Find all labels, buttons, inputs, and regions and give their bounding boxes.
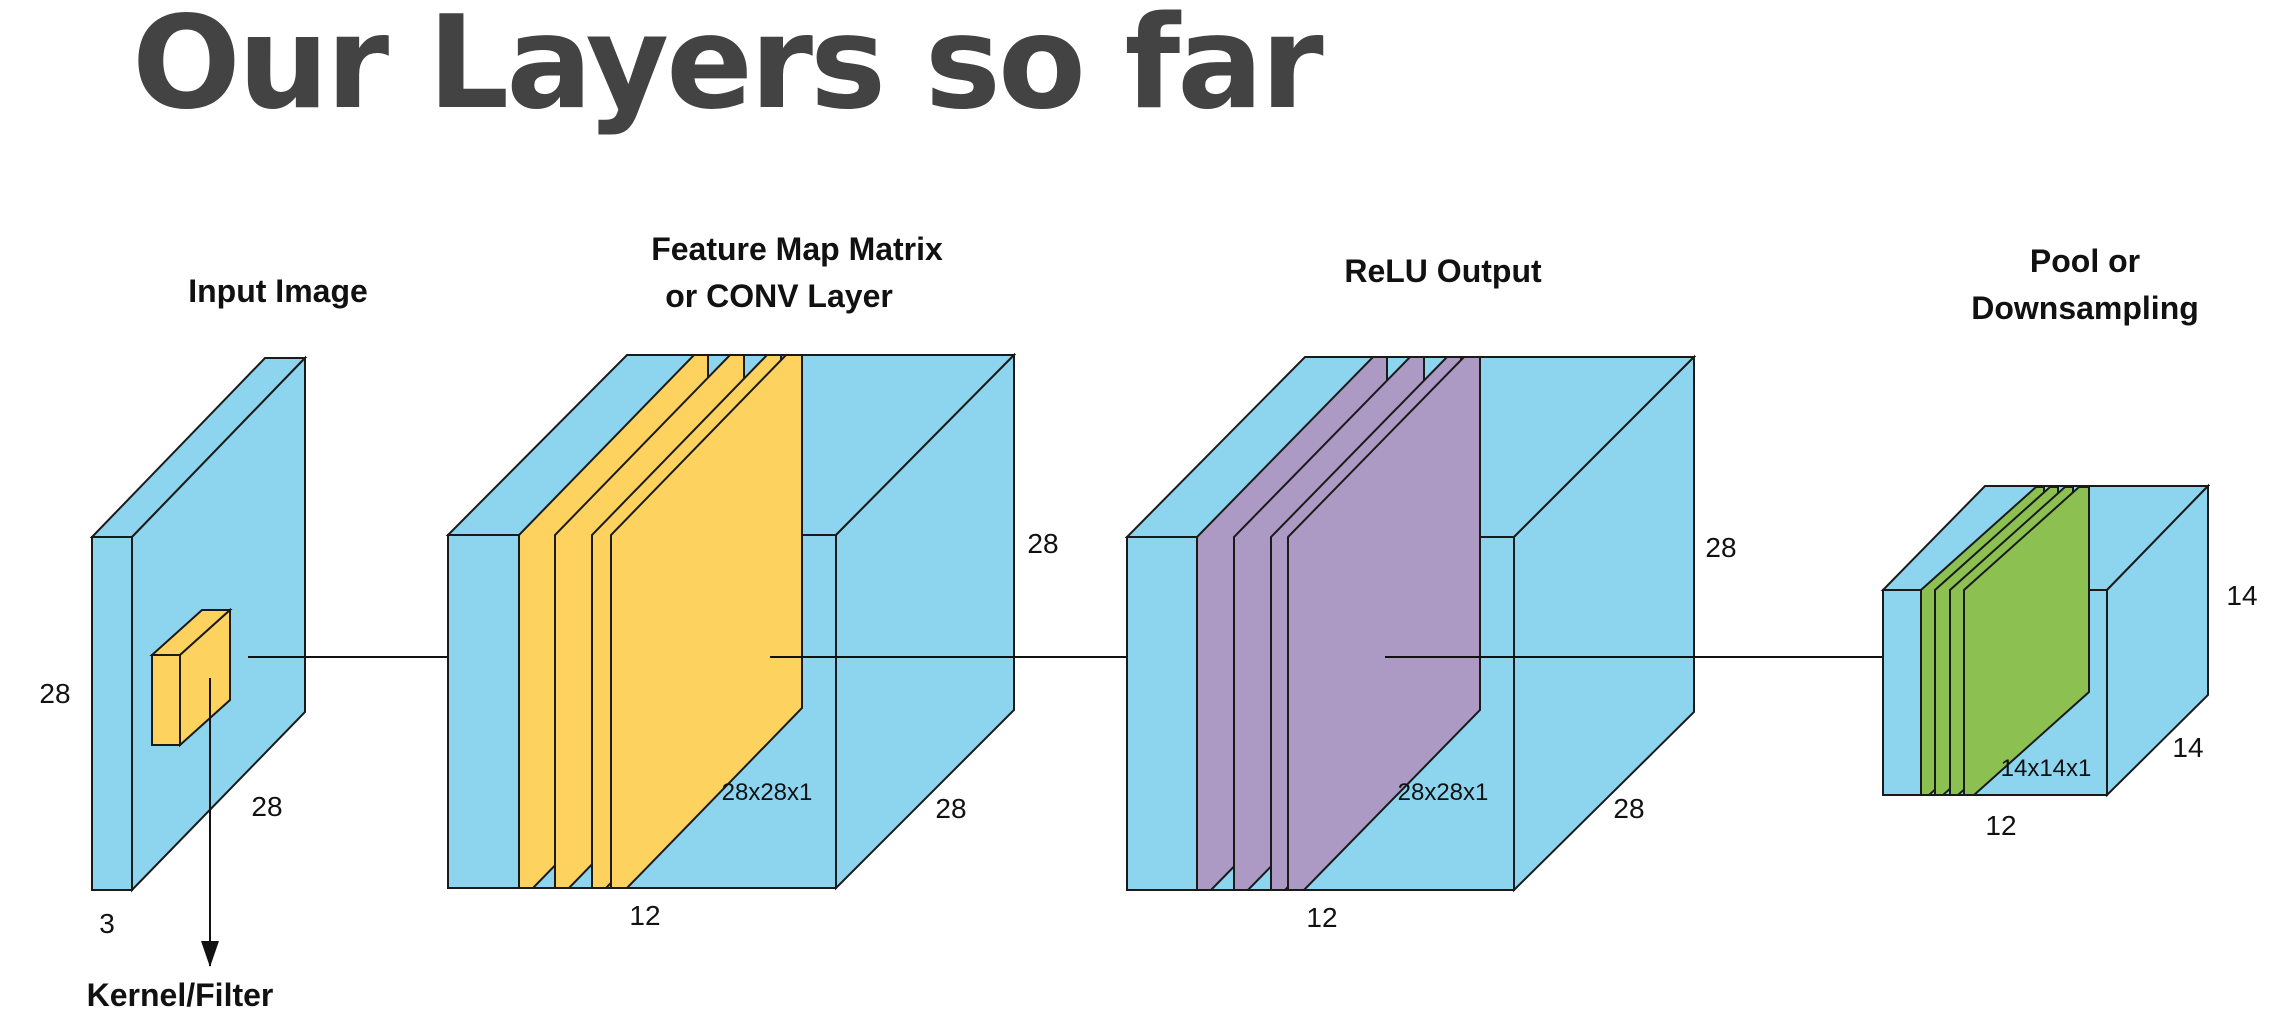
relu-slice-4 — [1287, 356, 1481, 891]
kernel-filter-label: Kernel/Filter — [87, 977, 274, 1013]
pool-label-line1: Pool or — [2030, 243, 2140, 279]
conv-map-size: 28x28x1 — [722, 779, 813, 806]
conv-label-line1: Feature Map Matrix — [651, 231, 943, 267]
pool-map-size: 14x14x1 — [2001, 755, 2092, 782]
relu-depth-dim: 28 — [1613, 793, 1644, 824]
kernel-cube — [149, 607, 233, 748]
relu-label: ReLU Output — [1344, 253, 1542, 289]
conv-depth-dim: 28 — [935, 793, 966, 824]
input-image-label: Input Image — [188, 273, 368, 309]
conv-feature-maps — [518, 354, 803, 889]
relu-feature-maps — [1196, 356, 1481, 891]
pool-slice-4 — [1963, 486, 2090, 796]
conv-height-dim: 28 — [1027, 528, 1058, 559]
input-height-dim: 28 — [39, 678, 70, 709]
conv-width-dim: 12 — [629, 900, 660, 931]
conv-slice-4 — [610, 354, 803, 889]
pool-label-line2: Downsampling — [1971, 290, 2199, 326]
slide-title: Our Layers so far — [132, 0, 1324, 138]
relu-height-dim: 28 — [1705, 532, 1736, 563]
input-image-volume — [89, 355, 308, 893]
conv-label-line2: or CONV Layer — [665, 278, 893, 314]
input-front-face — [91, 536, 133, 891]
pool-width-dim: 12 — [1985, 810, 2016, 841]
input-width-dim: 3 — [99, 908, 115, 939]
relu-width-dim: 12 — [1306, 902, 1337, 933]
input-depth-dim: 28 — [251, 791, 282, 822]
pool-feature-maps — [1920, 486, 2090, 796]
pool-depth-dim: 14 — [2172, 732, 2203, 763]
relu-map-size: 28x28x1 — [1398, 779, 1489, 806]
pool-height-dim: 14 — [2226, 580, 2257, 611]
